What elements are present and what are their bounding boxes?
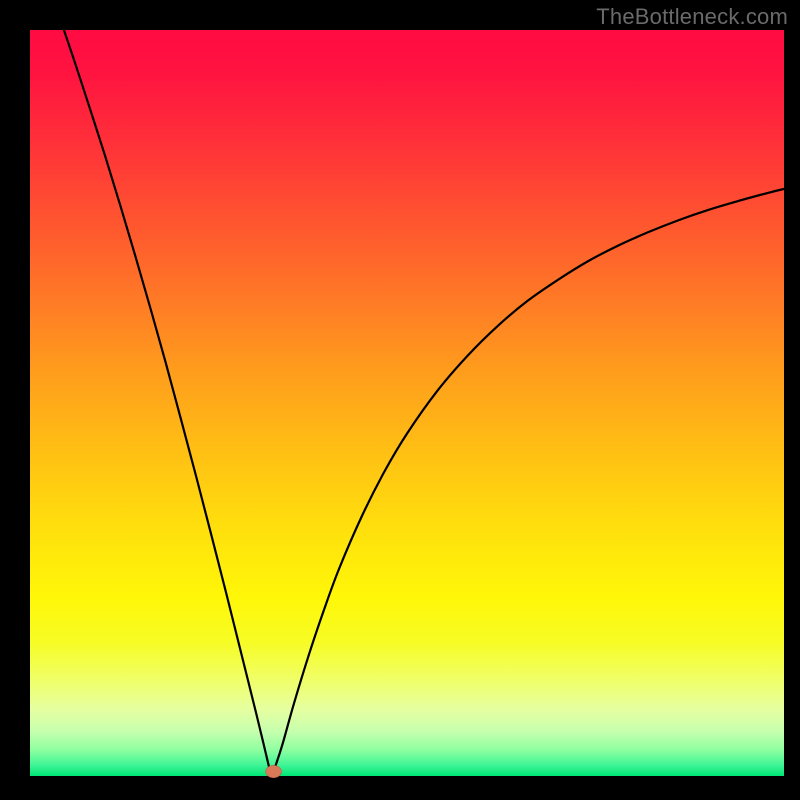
plot-background bbox=[30, 30, 784, 776]
current-point-marker bbox=[266, 765, 282, 777]
bottleneck-chart bbox=[0, 0, 800, 800]
chart-container: TheBottleneck.com bbox=[0, 0, 800, 800]
watermark-text: TheBottleneck.com bbox=[596, 4, 788, 30]
